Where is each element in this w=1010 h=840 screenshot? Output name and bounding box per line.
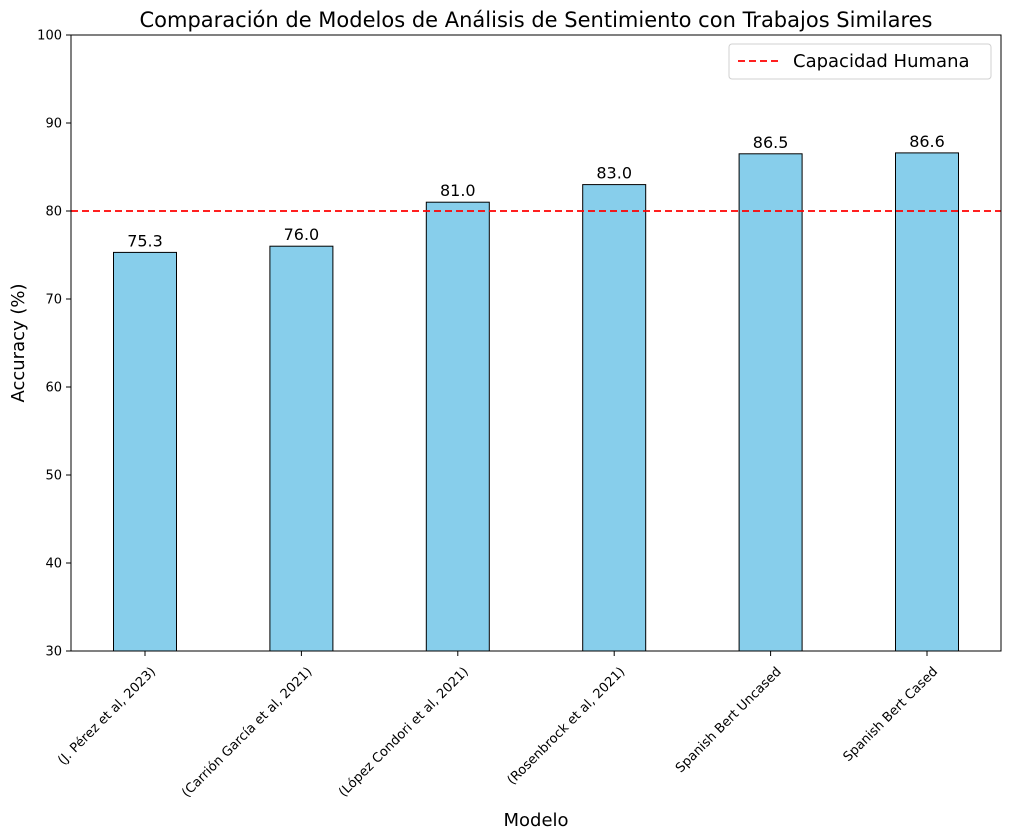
y-tick-label: 60 [45,381,62,396]
bar-value-label: 83.0 [596,164,632,183]
x-tick-label: Spanish Bert Cased [841,664,941,764]
bar-value-label: 86.6 [909,132,945,151]
bar-value-label: 75.3 [127,231,163,250]
bar-value-labels: 75.3 76.0 81.0 83.0 86.5 86.6 [127,132,945,251]
bar [738,153,803,652]
bar [582,184,647,652]
bar [425,201,490,652]
chart-title: Comparación de Modelos de Análisis de Se… [140,8,933,32]
y-tick-label: 40 [45,557,62,572]
x-tick-label: (Rosenbrock et al, 2021) [505,664,629,788]
x-axis-label: Modelo [503,810,568,831]
y-axis-label: Accuracy (%) [8,283,29,402]
y-axis-ticks: 30 40 50 60 70 80 90 100 [37,29,71,660]
legend-label: Capacidad Humana [793,51,970,72]
bar [895,152,959,652]
y-tick-label: 30 [45,645,62,660]
y-tick-label: 100 [37,29,62,44]
bar-value-label: 81.0 [440,181,476,200]
legend-box [728,43,992,80]
bar [269,245,334,652]
x-tick-label: Spanish Bert Uncased [673,664,785,776]
x-tick-label: (López Condori et al, 2021) [336,664,472,800]
bar [113,251,177,652]
legend: Capacidad Humana [728,43,992,80]
x-axis-ticks: (J. Pérez et al, 2023) (Carrión García et… [55,651,941,801]
bars-group [113,152,959,652]
y-tick-label: 50 [45,469,62,484]
bar-value-label: 76.0 [284,225,320,244]
y-tick-label: 70 [45,293,62,308]
x-tick-label: (Carrión García et al, 2021) [179,664,315,800]
y-tick-label: 80 [45,205,62,220]
x-tick-label: (J. Pérez et al, 2023) [55,664,159,768]
bar-value-label: 86.5 [753,133,789,152]
y-tick-label: 90 [45,117,62,132]
plot-area-frame [70,34,1002,652]
